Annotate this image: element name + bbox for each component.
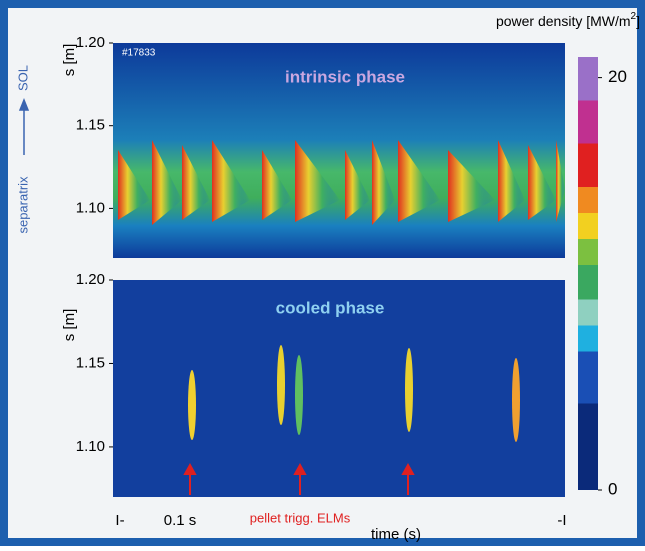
sol-arrow: [18, 97, 30, 155]
colorbar: [578, 57, 598, 490]
colorbar-tick-label: 0: [608, 479, 617, 498]
colorbar-label-end: ]: [636, 13, 640, 29]
panel-title: cooled phase: [276, 298, 385, 317]
y-tick-label: 1.15: [76, 117, 105, 134]
separatrix-label: separatrix: [15, 176, 30, 234]
sol-label: SOL: [15, 65, 30, 91]
y-axis-label: s [m]: [61, 44, 78, 77]
heatmap-panel: [113, 280, 565, 497]
colorbar-tick-label: 20: [608, 67, 627, 86]
x-axis-label: time (s): [371, 526, 421, 543]
pellet-label: pellet trigg. ELMs: [250, 510, 351, 525]
colorbar-label: power density [MW/m2]: [496, 11, 640, 29]
scale-start: I-: [115, 512, 124, 529]
heatmap-texture: [188, 345, 520, 442]
pellet-arrows: [183, 462, 415, 495]
colorbar-label-text: power density [MW/m: [496, 13, 631, 29]
scale-end: -I: [557, 512, 566, 529]
y-tick-label: 1.15: [76, 354, 105, 371]
colorbar-label-sup: 2: [631, 11, 637, 22]
heatmap-panel: [113, 43, 565, 258]
time-mark: 0.1 s: [164, 512, 197, 529]
heatmap-texture: [118, 140, 565, 225]
shot-number: #17833: [122, 48, 156, 59]
y-axis-label: s [m]: [61, 309, 78, 342]
panel-title: intrinsic phase: [285, 67, 405, 86]
y-tick-label: 1.20: [76, 271, 105, 288]
y-tick-label: 1.10: [76, 438, 105, 455]
y-tick-label: 1.10: [76, 199, 105, 216]
y-tick-label: 1.20: [76, 34, 105, 51]
